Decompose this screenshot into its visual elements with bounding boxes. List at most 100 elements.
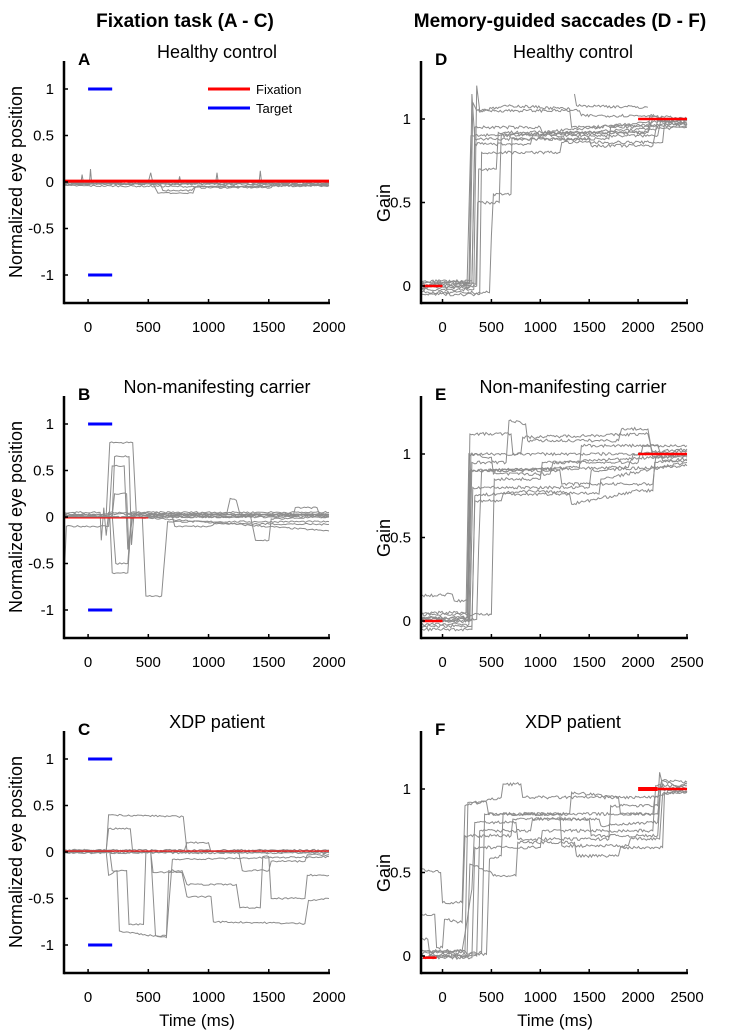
x-tick-label: 1000 bbox=[192, 654, 225, 671]
y-tick-label: 0.5 bbox=[390, 195, 411, 212]
x-tick-label: 2000 bbox=[312, 989, 345, 1006]
trace-4 bbox=[64, 850, 330, 926]
legend-target-label: Target bbox=[256, 101, 293, 116]
panel-title: XDP patient bbox=[525, 712, 621, 732]
trace-8 bbox=[421, 122, 688, 297]
trace-9 bbox=[421, 118, 688, 285]
x-tick-label: 1500 bbox=[573, 654, 606, 671]
y-tick-label: -0.5 bbox=[28, 221, 54, 238]
panel-f: 0 500 1000 1500 2000 2500 0 0.5 1 F XDP patient Gai… bbox=[374, 712, 704, 1030]
panel-b: 0 500 1000 1500 2000 -1 -0.5 0 0.5 1 B Non-manifest… bbox=[6, 377, 346, 671]
panel-letter: F bbox=[435, 720, 445, 739]
x-tick-label: 500 bbox=[479, 319, 504, 336]
y-tick-label: 0.5 bbox=[33, 798, 54, 815]
trace-6 bbox=[421, 126, 688, 287]
trace-11 bbox=[64, 507, 330, 541]
trace-1 bbox=[421, 102, 688, 285]
y-tick-label: -1 bbox=[41, 937, 54, 954]
panel-title: Non-manifesting carrier bbox=[123, 377, 310, 397]
y-tick-label: 1 bbox=[403, 111, 411, 128]
panel-e: 0 500 1000 1500 2000 2500 0 0.5 1 E Non-manifestin… bbox=[374, 377, 704, 671]
y-tick-label: 0 bbox=[46, 509, 54, 526]
x-tick-label: 0 bbox=[84, 654, 92, 671]
trace-7 bbox=[421, 780, 688, 959]
y-axis-label: Gain bbox=[374, 519, 394, 557]
y-tick-label: 1 bbox=[46, 751, 54, 768]
y-tick-label: 0 bbox=[403, 613, 411, 630]
trace-8 bbox=[421, 463, 688, 624]
y-axis-label: Normalized eye position bbox=[6, 756, 26, 948]
y-tick-label: 0 bbox=[403, 948, 411, 965]
trace-1 bbox=[421, 778, 688, 905]
trace-3 bbox=[64, 850, 330, 939]
x-tick-label: 2000 bbox=[312, 654, 345, 671]
trace-8 bbox=[421, 789, 688, 957]
x-tick-label: 500 bbox=[136, 319, 161, 336]
trace-4 bbox=[421, 119, 688, 284]
y-tick-label: -1 bbox=[41, 602, 54, 619]
y-tick-label: 0.5 bbox=[33, 128, 54, 145]
trace-group bbox=[421, 772, 688, 961]
y-tick-label: 1 bbox=[403, 446, 411, 463]
trace-group bbox=[64, 441, 330, 598]
x-tick-label: 0 bbox=[84, 989, 92, 1006]
trace-1 bbox=[64, 441, 329, 517]
trace-10 bbox=[64, 510, 330, 565]
trace-5 bbox=[421, 117, 688, 295]
panel-title: Non-manifesting carrier bbox=[479, 377, 666, 397]
trace-3 bbox=[64, 168, 330, 187]
y-tick-label: -0.5 bbox=[28, 556, 54, 573]
x-tick-label: 2500 bbox=[670, 989, 703, 1006]
x-tick-label: 1000 bbox=[524, 654, 557, 671]
trace-group bbox=[421, 419, 688, 632]
trace-2 bbox=[421, 786, 688, 950]
panel-d: 0 500 1000 1500 2000 2500 0 0.5 1 D Healthy contro… bbox=[374, 42, 704, 336]
x-axis-label: Time (ms) bbox=[517, 1011, 593, 1030]
y-axis-label: Gain bbox=[374, 184, 394, 222]
trace-6 bbox=[421, 443, 688, 622]
trace-5 bbox=[421, 783, 688, 961]
x-tick-label: 2000 bbox=[621, 319, 654, 336]
panel-letter: B bbox=[78, 385, 90, 404]
y-tick-label: 0.5 bbox=[390, 530, 411, 547]
trace-10 bbox=[421, 457, 688, 632]
trace-8 bbox=[64, 184, 330, 188]
y-axis-label: Normalized eye position bbox=[6, 86, 26, 278]
trace-10 bbox=[421, 93, 688, 290]
trace-7 bbox=[421, 113, 688, 289]
panel-letter: E bbox=[435, 385, 446, 404]
y-tick-label: 1 bbox=[46, 416, 54, 433]
y-tick-label: -0.5 bbox=[28, 891, 54, 908]
x-tick-label: 1000 bbox=[192, 319, 225, 336]
trace-11 bbox=[574, 93, 649, 109]
panel-title: XDP patient bbox=[169, 712, 265, 732]
panel-c: 0 500 1000 1500 2000 -1 -0.5 0 0.5 1 C XDP patient N… bbox=[6, 712, 346, 1030]
trace-4 bbox=[421, 791, 688, 959]
trace-2 bbox=[421, 116, 688, 289]
x-tick-label: 1500 bbox=[252, 989, 285, 1006]
trace-group bbox=[421, 85, 688, 297]
trace-6 bbox=[64, 841, 330, 872]
trace-9 bbox=[421, 452, 688, 615]
trace-5 bbox=[64, 850, 330, 937]
y-tick-label: 0 bbox=[46, 174, 54, 191]
x-tick-label: 500 bbox=[479, 654, 504, 671]
y-tick-label: -1 bbox=[41, 267, 54, 284]
trace-3 bbox=[421, 455, 688, 624]
x-tick-label: 0 bbox=[438, 654, 446, 671]
trace-7 bbox=[421, 419, 688, 627]
y-tick-label: 0.5 bbox=[33, 463, 54, 480]
x-tick-label: 2000 bbox=[312, 319, 345, 336]
y-tick-label: 1 bbox=[46, 81, 54, 98]
trace-2 bbox=[64, 827, 330, 854]
panel-title: Healthy control bbox=[157, 42, 277, 62]
trace-3 bbox=[421, 772, 688, 953]
x-tick-label: 1000 bbox=[524, 989, 557, 1006]
x-tick-label: 1500 bbox=[573, 989, 606, 1006]
y-axis-label: Normalized eye position bbox=[6, 421, 26, 613]
y-axis-label: Gain bbox=[374, 854, 394, 892]
trace-1 bbox=[64, 813, 330, 854]
x-tick-label: 2500 bbox=[670, 319, 703, 336]
x-tick-label: 500 bbox=[479, 989, 504, 1006]
